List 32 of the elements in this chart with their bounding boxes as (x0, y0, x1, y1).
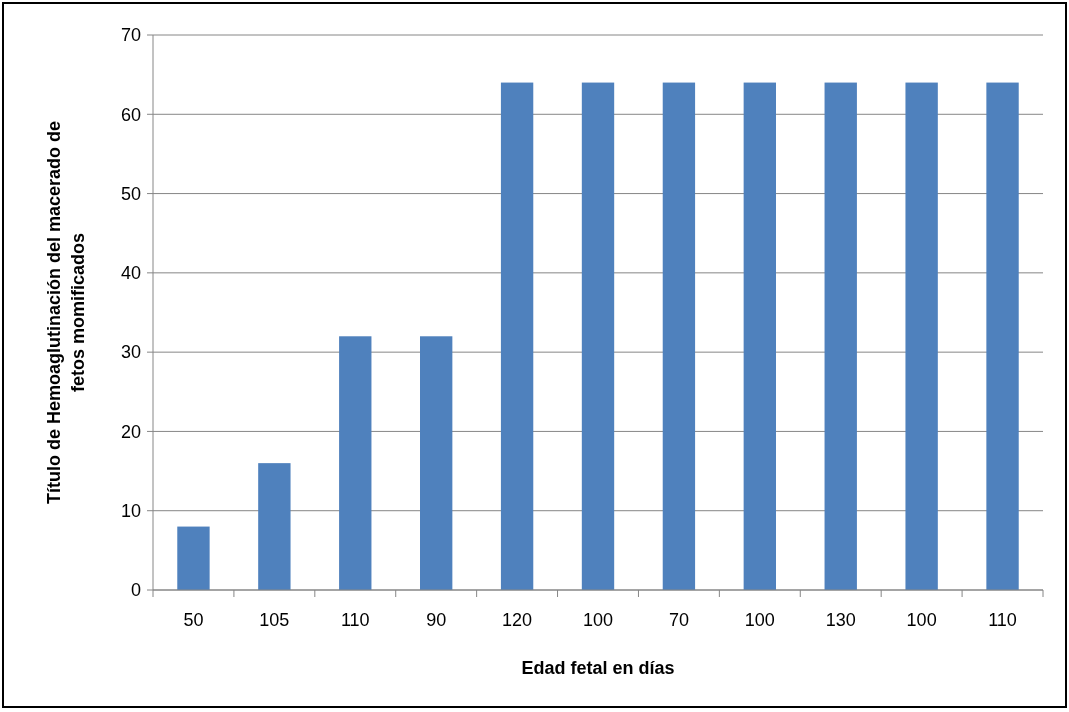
y-tick-label: 0 (130, 580, 141, 601)
bar (743, 82, 776, 590)
x-tick-label: 120 (502, 610, 533, 630)
bar (177, 526, 210, 590)
y-tick-label: 20 (120, 421, 141, 442)
x-tick-label: 70 (668, 610, 689, 630)
y-tick-label: 70 (120, 25, 141, 46)
x-tick-label: 110 (340, 610, 370, 630)
x-tick-label: 100 (744, 610, 775, 630)
y-tick-label: 60 (120, 104, 141, 125)
bar (420, 336, 453, 590)
bar (824, 82, 857, 590)
bar (662, 82, 696, 590)
x-axis-title: Edad fetal en días (521, 658, 675, 678)
y-tick-label: 50 (120, 183, 141, 204)
x-tick-label: 110 (988, 610, 1017, 630)
y-tick-label: 30 (120, 342, 141, 363)
y-axis-title: Título de Hemoaglutinación del macerado de fetos momificados (44, 120, 88, 505)
bar (581, 82, 615, 590)
x-tick-label: 130 (825, 610, 856, 630)
bar (258, 463, 291, 590)
bar (339, 336, 372, 590)
bar (905, 82, 938, 590)
x-tick-label: 90 (426, 610, 447, 630)
x-tick-label: 100 (906, 610, 937, 630)
bar (500, 82, 534, 590)
x-tick-label: 50 (183, 610, 204, 630)
x-tick-label: 100 (582, 610, 614, 630)
y-tick-label: 40 (120, 263, 141, 284)
bar (986, 82, 1019, 590)
y-tick-label: 10 (120, 501, 141, 522)
x-tick-label: 105 (259, 610, 290, 630)
